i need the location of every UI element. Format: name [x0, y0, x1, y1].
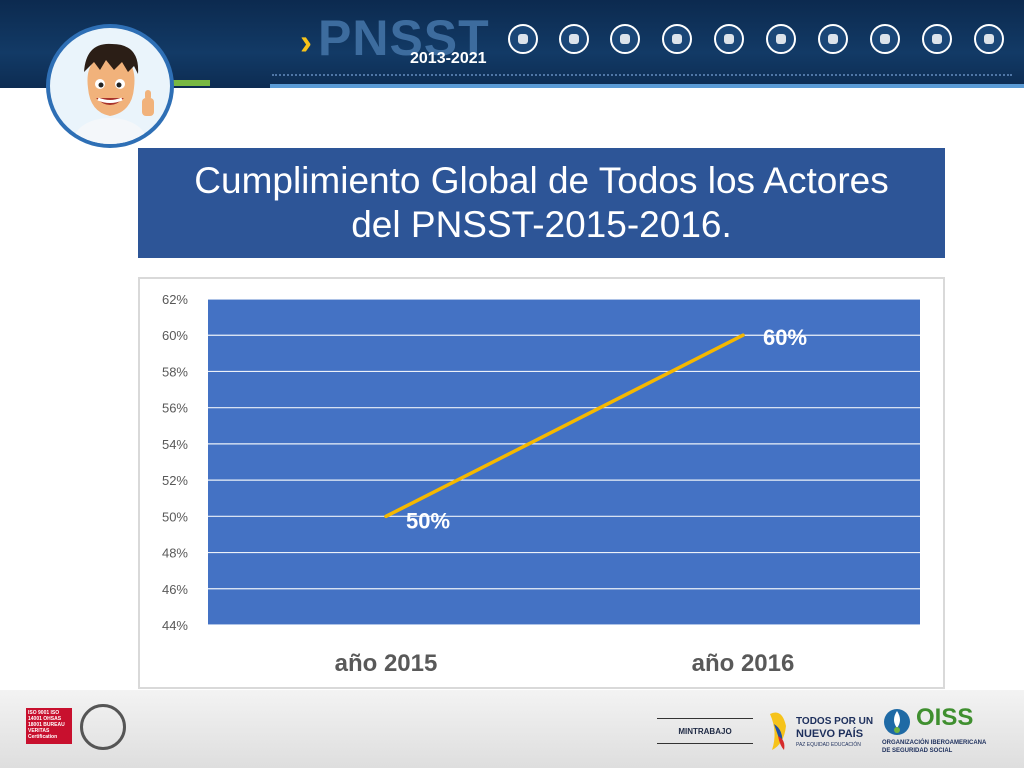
- oiss-emblem-icon: [884, 709, 910, 735]
- data-label: 60%: [763, 325, 807, 350]
- brand-years: 2013-2021: [410, 50, 487, 67]
- y-tick-label: 44%: [162, 618, 188, 633]
- factory-icon: [559, 24, 589, 54]
- construction-icon: [766, 24, 796, 54]
- data-point: [384, 514, 388, 518]
- footer-bar: [0, 690, 1024, 768]
- slide-title-line1: Cumplimiento Global de Todos los Actores: [194, 160, 889, 201]
- brand-logo-text: PNSST: [318, 10, 490, 66]
- plot-area: [208, 299, 920, 625]
- colombia-flag-icon: [770, 712, 786, 750]
- todos-line2: NUEVO PAÍS: [796, 728, 864, 740]
- line-chart: 44% 46% 48% 50% 52% 54% 56% 58% 60% 62% año 2015 añ…: [162, 292, 920, 677]
- mintrabajo-logo: MINTRABAJO: [657, 718, 753, 744]
- slide-title: Cumplimiento Global de Todos los Actores…: [194, 159, 888, 247]
- green-accent-stripe: [170, 80, 210, 86]
- mascot-illustration: [74, 43, 154, 144]
- todos-line1: TODOS POR UN: [796, 716, 874, 727]
- todos-line3: PAZ EQUIDAD EDUCACIÓN: [796, 742, 861, 748]
- data-point: [741, 333, 745, 337]
- chef-icon: [870, 24, 900, 54]
- dotted-divider: [272, 74, 1012, 76]
- slide-title-box: Cumplimiento Global de Todos los Actores…: [138, 148, 945, 258]
- y-tick-label: 60%: [162, 328, 188, 343]
- y-tick-label: 52%: [162, 473, 188, 488]
- y-tick-label: 56%: [162, 401, 188, 416]
- y-tick-label: 62%: [162, 292, 188, 307]
- building-icon: [662, 24, 692, 54]
- todos-por-un-nuevo-pais-logo: TODOS POR UN NUEVO PAÍS PAZ EQUIDAD EDUC…: [768, 706, 876, 754]
- chevron-right-icon: ›: [300, 21, 312, 62]
- bureau-veritas-seal-icon: [80, 704, 126, 750]
- bureau-veritas-certificate: ISO 9001 ISO 14001 OHSAS 18001 BUREAU VE…: [26, 708, 72, 744]
- x-tick-label: año 2015: [335, 650, 438, 677]
- truck-icon: [610, 24, 640, 54]
- mascot-avatar: [46, 24, 174, 148]
- series-line: [384, 333, 745, 519]
- industry-icon: [508, 24, 538, 54]
- y-tick-label: 58%: [162, 364, 188, 379]
- miner-icon: [818, 24, 848, 54]
- blue-accent-stripe: [270, 84, 1024, 88]
- oiss-text: OISS: [916, 704, 974, 731]
- x-tick-label: año 2016: [692, 650, 795, 677]
- data-label: 50%: [406, 508, 450, 533]
- mintrabajo-text: MINTRABAJO: [678, 726, 732, 736]
- y-tick-label: 50%: [162, 509, 188, 524]
- slide-title-line2: del PNSST-2015-2016.: [351, 204, 732, 245]
- y-tick-label: 54%: [162, 437, 188, 452]
- worker-icon: [714, 24, 744, 54]
- y-tick-label: 46%: [162, 582, 188, 597]
- y-tick-label: 48%: [162, 546, 188, 561]
- doctor-icon: [974, 24, 1004, 54]
- firefighter-icon: [922, 24, 952, 54]
- oiss-sub1: ORGANIZACIÓN IBEROAMERICANA: [882, 740, 987, 746]
- chart-frame: 44% 46% 48% 50% 52% 54% 56% 58% 60% 62% año 2015 añ…: [138, 277, 945, 689]
- oiss-logo: OISS ORGANIZACIÓN IBEROAMERICANA DE SEGU…: [882, 704, 992, 758]
- oiss-sub2: DE SEGURIDAD SOCIAL: [882, 748, 953, 754]
